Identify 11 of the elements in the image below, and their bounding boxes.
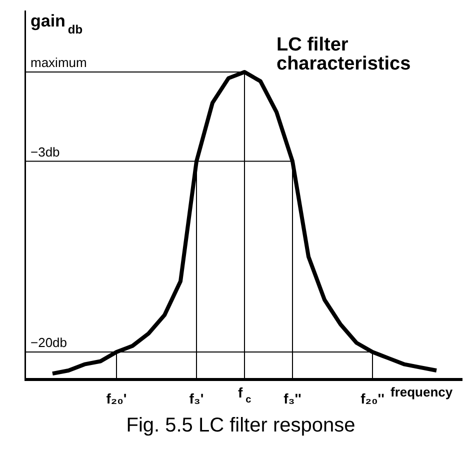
x-tick-label: f₃': [189, 390, 204, 407]
x-tick-label: fc: [238, 384, 252, 406]
x-tick-label: f₂₀'': [360, 390, 384, 407]
ref-line-label: maximum: [30, 55, 87, 70]
ref-line-label: −3db: [30, 144, 60, 160]
chart-title: LC filter characteristics: [276, 34, 411, 74]
ref-line-label: −20db: [30, 335, 68, 350]
x-axis-title: frequency: [390, 384, 454, 400]
x-tick-label: f₂₀': [106, 390, 127, 407]
caption: Fig. 5.5 LC filter response: [126, 414, 356, 436]
x-tick-label: f₃'': [284, 390, 302, 407]
